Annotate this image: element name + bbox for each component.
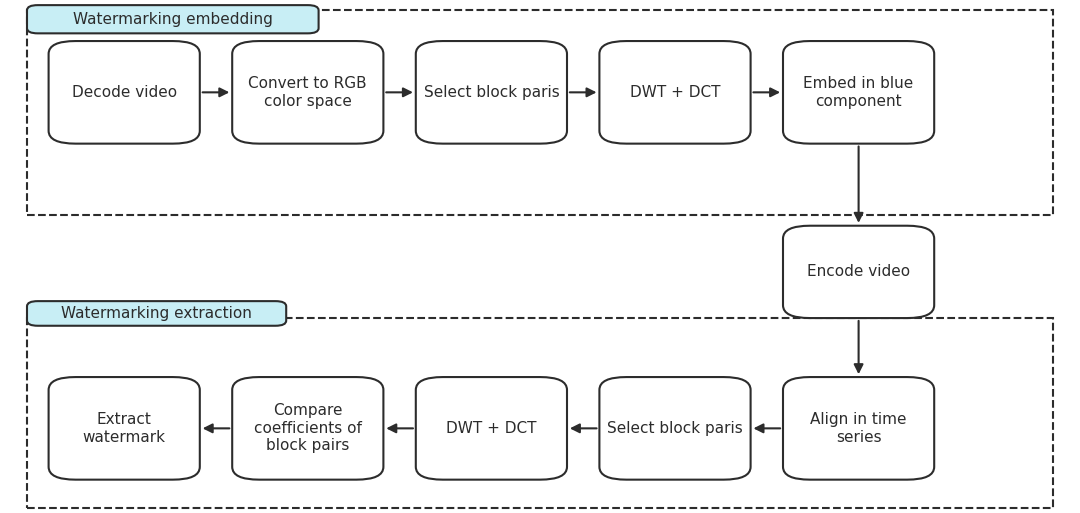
FancyBboxPatch shape [49, 377, 200, 480]
Text: Select block paris: Select block paris [607, 421, 743, 436]
FancyBboxPatch shape [416, 377, 567, 480]
Text: Align in time
series: Align in time series [810, 412, 907, 445]
Text: Select block paris: Select block paris [423, 85, 559, 100]
Text: Encode video: Encode video [807, 264, 910, 280]
FancyBboxPatch shape [783, 377, 934, 480]
Text: Embed in blue
component: Embed in blue component [804, 76, 914, 109]
Text: Watermarking embedding: Watermarking embedding [72, 12, 273, 27]
Text: Compare
coefficients of
block pairs: Compare coefficients of block pairs [254, 403, 362, 453]
FancyBboxPatch shape [783, 41, 934, 144]
FancyBboxPatch shape [232, 377, 383, 480]
FancyBboxPatch shape [27, 301, 286, 326]
Text: Decode video: Decode video [71, 85, 177, 100]
FancyBboxPatch shape [599, 377, 751, 480]
FancyBboxPatch shape [416, 41, 567, 144]
FancyBboxPatch shape [783, 226, 934, 318]
Text: Watermarking extraction: Watermarking extraction [62, 306, 252, 321]
FancyBboxPatch shape [232, 41, 383, 144]
Text: DWT + DCT: DWT + DCT [630, 85, 720, 100]
Bar [27, 10, 1053, 215]
FancyBboxPatch shape [27, 5, 319, 33]
FancyBboxPatch shape [49, 41, 200, 144]
FancyBboxPatch shape [599, 41, 751, 144]
Text: Convert to RGB
color space: Convert to RGB color space [248, 76, 367, 109]
Text: DWT + DCT: DWT + DCT [446, 421, 537, 436]
Text: Extract
watermark: Extract watermark [83, 412, 165, 445]
Bar [27, 318, 1053, 508]
